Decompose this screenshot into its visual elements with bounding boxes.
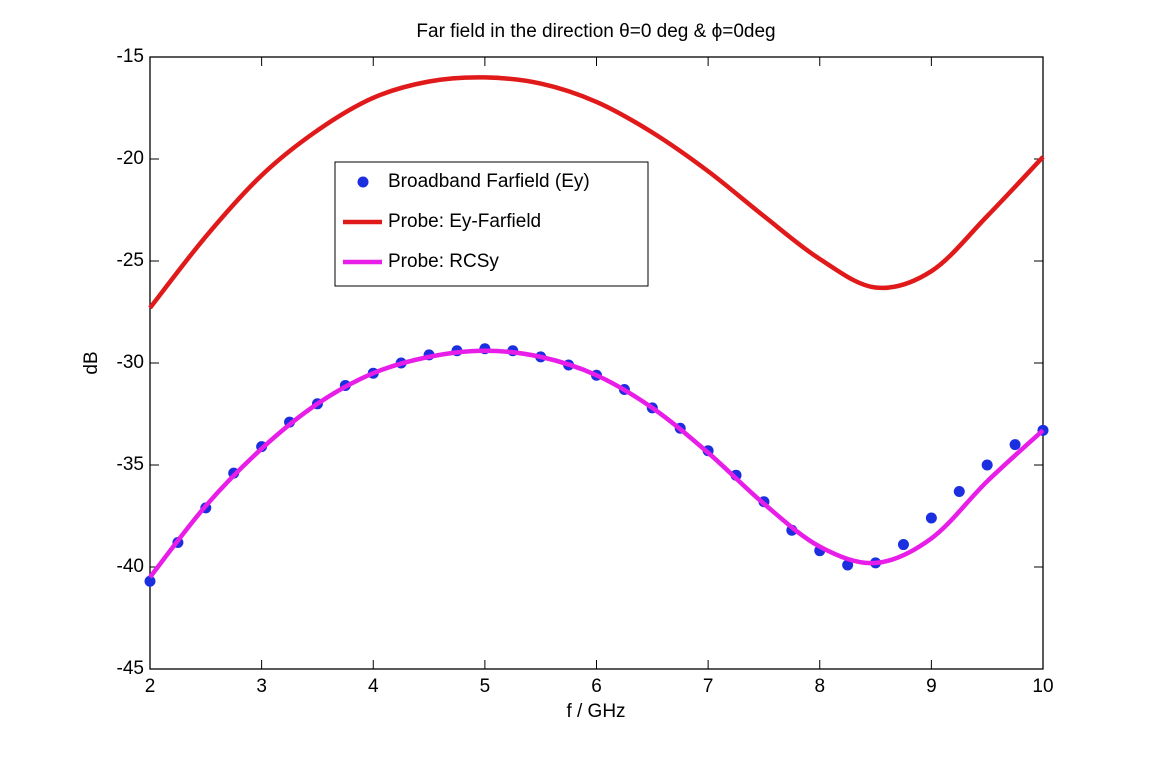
data-point — [897, 539, 909, 551]
y-tick-label: -40 — [117, 556, 144, 577]
x-tick-label: 3 — [256, 676, 267, 697]
x-tick-label: 2 — [145, 676, 156, 697]
data-point — [842, 559, 854, 571]
x-tick-label: 4 — [368, 676, 379, 697]
data-point — [925, 512, 937, 524]
data-point — [144, 575, 156, 587]
y-tick-label: -25 — [117, 250, 144, 271]
y-tick-label: -35 — [117, 454, 144, 475]
x-tick-label: 10 — [1032, 676, 1053, 697]
legend-box — [334, 161, 649, 287]
y-tick-label: -45 — [117, 658, 144, 679]
data-point — [981, 459, 993, 471]
x-tick-label: 6 — [591, 676, 602, 697]
data-point — [1009, 439, 1021, 451]
chart-title: Far field in the direction θ=0 deg & ϕ=0… — [416, 21, 775, 42]
x-tick-label: 9 — [926, 676, 937, 697]
x-tick-label: 5 — [480, 676, 491, 697]
y-tick-label: -30 — [117, 352, 144, 373]
legend-label: Broadband Farfield (Ey) — [388, 171, 590, 192]
y-axis-label: dB — [81, 351, 102, 374]
data-line — [148, 75, 1045, 310]
data-point — [953, 486, 965, 498]
x-axis-label: f / GHz — [566, 701, 625, 722]
legend-label: Probe: RCSy — [388, 251, 499, 272]
x-tick-label: 8 — [814, 676, 825, 697]
legend-label: Probe: Ey-Farfield — [388, 211, 541, 232]
legend-marker — [357, 176, 369, 188]
y-tick-label: -20 — [117, 148, 144, 169]
x-tick-label: 7 — [703, 676, 714, 697]
data-line — [148, 348, 1045, 579]
y-tick-label: -15 — [117, 46, 144, 67]
